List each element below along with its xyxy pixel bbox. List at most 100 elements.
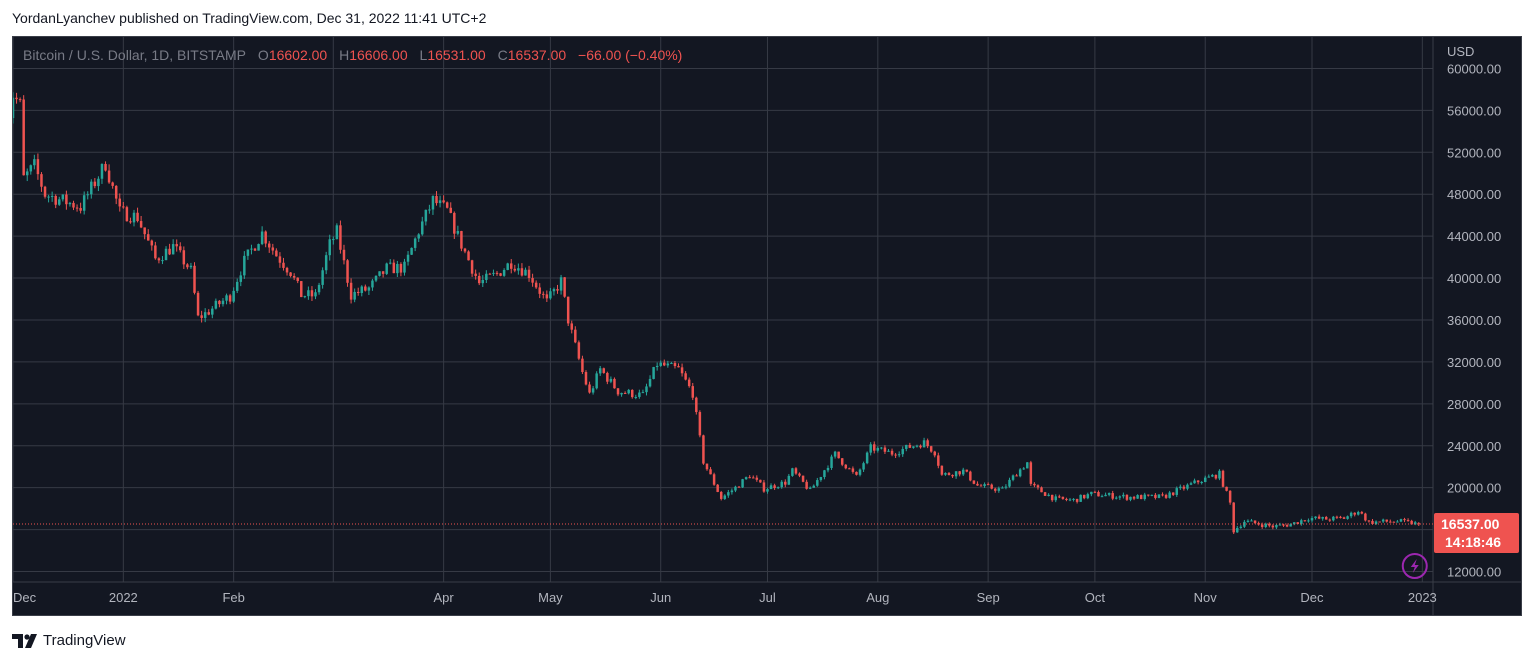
candle-body bbox=[1203, 477, 1207, 483]
chart-canvas[interactable]: USD 60000.00 56000.00 52000.00 48000.00 44000… bbox=[13, 37, 1521, 615]
candle-body bbox=[1342, 517, 1346, 519]
candle-body bbox=[82, 195, 86, 211]
candle-body bbox=[303, 296, 307, 298]
candle-body bbox=[22, 99, 25, 176]
candle-body bbox=[1413, 522, 1417, 525]
candle-body bbox=[15, 97, 18, 100]
candle-body bbox=[808, 487, 812, 489]
candle-body bbox=[666, 363, 670, 366]
candle-body bbox=[645, 386, 648, 393]
candle-body bbox=[317, 284, 321, 293]
candle-body bbox=[616, 388, 620, 395]
publish-line: YordanLyanchev published on TradingView.… bbox=[12, 10, 487, 26]
candle-body bbox=[905, 444, 908, 449]
candle-body bbox=[431, 195, 435, 210]
candle-body bbox=[1040, 487, 1043, 493]
candle-body bbox=[687, 379, 691, 387]
candle-body bbox=[406, 254, 410, 262]
candle-body bbox=[844, 464, 848, 469]
y-tick-label: 24000.00 bbox=[1447, 439, 1501, 454]
candle-body bbox=[837, 451, 840, 459]
candle-body bbox=[40, 174, 43, 187]
candle-body bbox=[243, 255, 246, 276]
chart-panel[interactable]: USD 60000.00 56000.00 52000.00 48000.00 44000… bbox=[12, 36, 1522, 616]
candle-body bbox=[435, 195, 438, 204]
candle-body bbox=[1357, 512, 1360, 515]
candle-body bbox=[833, 451, 837, 457]
candle-body bbox=[1054, 496, 1058, 501]
candle-body bbox=[146, 234, 150, 241]
candle-body bbox=[566, 296, 570, 324]
candle-body bbox=[271, 247, 275, 251]
candle-body bbox=[136, 212, 139, 222]
candle-body bbox=[791, 468, 794, 476]
symbol-label[interactable]: Bitcoin / U.S. Dollar, 1D, BITSTAMP bbox=[23, 47, 247, 63]
candle-body bbox=[912, 446, 915, 448]
candle-body bbox=[823, 470, 826, 478]
candle-body bbox=[1150, 494, 1154, 496]
candle-body bbox=[111, 182, 114, 186]
x-tick-label: 2022 bbox=[109, 590, 138, 605]
candle-body bbox=[591, 388, 595, 393]
candle-body bbox=[1168, 492, 1171, 498]
candle-body bbox=[969, 471, 972, 481]
candle-body bbox=[712, 474, 716, 485]
candle-body bbox=[232, 290, 235, 302]
candle-body bbox=[107, 170, 111, 183]
candle-body bbox=[727, 492, 730, 496]
candle-body bbox=[570, 323, 573, 330]
low-key: L bbox=[419, 47, 428, 63]
candle-body bbox=[527, 269, 531, 279]
candle-body bbox=[1253, 520, 1257, 524]
candle-body bbox=[58, 199, 61, 205]
candle-body bbox=[356, 291, 360, 294]
candle-body bbox=[72, 202, 75, 208]
candle-body bbox=[292, 275, 296, 278]
candle-body bbox=[748, 477, 751, 479]
candle-body bbox=[517, 268, 520, 271]
x-tick-label: Feb bbox=[222, 590, 244, 605]
candle-body bbox=[894, 454, 897, 456]
candle-body bbox=[456, 231, 460, 234]
candle-body bbox=[759, 479, 762, 483]
candle-body bbox=[396, 263, 399, 274]
candle-body bbox=[1047, 494, 1050, 496]
flash-icon[interactable] bbox=[1401, 553, 1428, 579]
candle-body bbox=[381, 271, 385, 274]
candle-body bbox=[606, 372, 609, 382]
x-tick-label: Dec bbox=[13, 590, 37, 605]
candle-body bbox=[421, 221, 424, 235]
candle-body bbox=[47, 196, 50, 198]
candle-body bbox=[239, 275, 243, 282]
candle-body bbox=[314, 292, 317, 297]
candle-body bbox=[702, 435, 705, 464]
candle-body bbox=[983, 484, 986, 487]
candle-body bbox=[282, 262, 285, 268]
candle-body bbox=[851, 468, 855, 472]
candle-body bbox=[1004, 486, 1008, 488]
candle-body bbox=[1097, 492, 1100, 497]
candle-body bbox=[787, 475, 791, 485]
last-price-value: 16537.00 bbox=[1441, 516, 1500, 532]
candle-body bbox=[157, 258, 161, 261]
candle-body bbox=[1026, 462, 1029, 469]
candle-body bbox=[979, 485, 983, 487]
candle-body bbox=[1182, 486, 1186, 489]
candle-body bbox=[698, 412, 702, 436]
candle-body bbox=[460, 231, 463, 249]
candle-body bbox=[552, 289, 556, 292]
candle-body bbox=[1086, 494, 1090, 499]
candle-body bbox=[1243, 521, 1246, 527]
candle-body bbox=[275, 250, 278, 257]
candle-body bbox=[154, 245, 157, 259]
candle-body bbox=[1410, 520, 1413, 525]
candle-body bbox=[196, 292, 200, 316]
candle-body bbox=[61, 194, 65, 200]
candle-body bbox=[182, 250, 186, 265]
candle-body bbox=[1371, 520, 1374, 524]
candle-body bbox=[901, 448, 904, 455]
candle-body bbox=[869, 444, 872, 453]
candle-body bbox=[890, 450, 894, 455]
x-tick-label: Jun bbox=[650, 590, 671, 605]
candle-body bbox=[584, 372, 588, 385]
